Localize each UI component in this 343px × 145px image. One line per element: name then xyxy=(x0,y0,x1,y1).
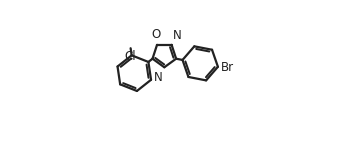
Text: O: O xyxy=(152,28,161,41)
Text: N: N xyxy=(154,70,162,84)
Text: Cl: Cl xyxy=(125,50,137,63)
Text: N: N xyxy=(173,29,182,42)
Text: Br: Br xyxy=(221,60,234,74)
